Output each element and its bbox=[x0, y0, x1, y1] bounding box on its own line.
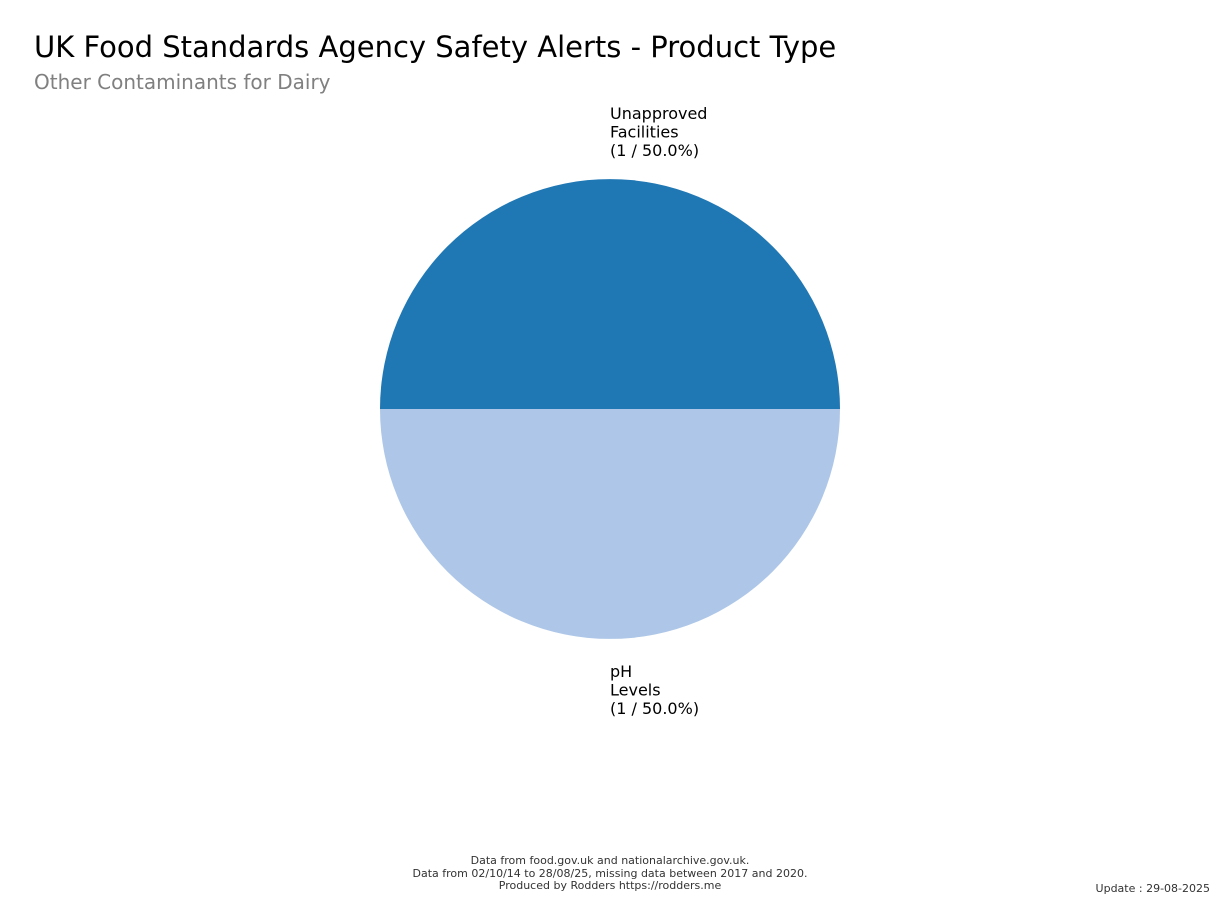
pie-slice-0 bbox=[380, 179, 840, 409]
pie-slice-label-1: pH Levels (1 / 50.0%) bbox=[610, 662, 699, 718]
update-date: Update : 29-08-2025 bbox=[1095, 882, 1210, 895]
pie-slice-label-line: Unapproved bbox=[610, 104, 707, 123]
chart-subtitle: Other Contaminants for Dairy bbox=[34, 70, 331, 94]
pie-slice-label-line: pH bbox=[610, 662, 632, 681]
footer-credits: Data from food.gov.uk and nationalarchiv… bbox=[410, 854, 810, 893]
chart-title: UK Food Standards Agency Safety Alerts -… bbox=[34, 30, 837, 64]
pie-slice-label-line: Levels bbox=[610, 681, 661, 700]
footer-line-source: Data from food.gov.uk and nationalarchiv… bbox=[470, 854, 750, 867]
pie-slice-label-0: Unapproved Facilities (1 / 50.0%) bbox=[610, 104, 707, 160]
footer-line-author: Produced by Rodders https://rodders.me bbox=[498, 879, 722, 892]
pie-slice-label-line: Facilities bbox=[610, 123, 679, 142]
pie-slice-label-line: (1 / 50.0%) bbox=[610, 699, 699, 718]
pie-slice-1 bbox=[380, 409, 840, 639]
footer-line-range: Data from 02/10/14 to 28/08/25, missing … bbox=[412, 866, 808, 880]
pie-slice-label-line: (1 / 50.0%) bbox=[610, 141, 699, 160]
